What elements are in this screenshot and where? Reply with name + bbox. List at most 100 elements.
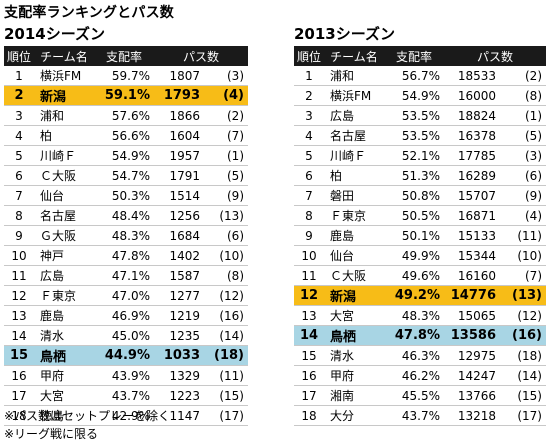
pass-rank-cell: (17) — [517, 408, 542, 423]
header-rank: 順位 — [294, 46, 324, 66]
pass-rank-cell: (8) — [227, 268, 244, 283]
rank-cell: 16 — [11, 368, 27, 383]
passes-cell: 18533 — [457, 68, 496, 83]
header-passes: パス数 — [444, 46, 546, 66]
possession-cell: 43.7% — [401, 408, 440, 423]
possession-cell: 53.5% — [401, 108, 440, 123]
footnotes: ※パス数はセットプレーを除く ※リーグ戦に限る — [4, 407, 170, 443]
table-row: 2 横浜FM 54.9% 16000 (8) — [294, 86, 546, 106]
rank-cell: 2 — [4, 85, 34, 106]
pass-rank-cell: (12) — [517, 308, 542, 323]
team-cell: 大分 — [330, 409, 355, 423]
passes-cell: 1147 — [169, 408, 200, 423]
table-section-2014: 2014シーズン 順位 チーム名 支配率 パス数 1 横浜FM 59.7% 1807 (… — [4, 24, 248, 426]
rank-cell: 4 — [305, 128, 313, 143]
table-row: 4 柏 56.6% 1604 (7) — [4, 126, 248, 146]
pass-rank-cell: (17) — [219, 408, 244, 423]
pass-rank-cell: (7) — [525, 268, 542, 283]
passes-cell: 13586 — [444, 325, 502, 346]
pass-rank-cell: (1) — [227, 148, 244, 163]
team-cell: Ｃ大阪 — [330, 269, 367, 283]
pass-rank-cell: (9) — [525, 188, 542, 203]
rank-cell: 9 — [305, 228, 313, 243]
table-row: 7 磐田 50.8% 15707 (9) — [294, 186, 546, 206]
possession-cell: 44.9% — [94, 345, 154, 366]
passes-cell: 1684 — [169, 228, 200, 243]
possession-cell: 48.4% — [111, 208, 150, 223]
passes-cell: 1277 — [169, 288, 200, 303]
rank-cell: 10 — [301, 248, 317, 263]
table-row: 9 鹿島 50.1% 15133 (11) — [294, 226, 546, 246]
table-row: 14 清水 45.0% 1235 (14) — [4, 326, 248, 346]
team-cell: 柏 — [40, 129, 53, 143]
rank-cell: 13 — [301, 308, 317, 323]
passes-cell: 1235 — [169, 328, 200, 343]
passes-cell: 18824 — [457, 108, 496, 123]
passes-cell: 16289 — [457, 168, 496, 183]
passes-cell: 17785 — [457, 148, 496, 163]
page-title: 支配率ランキングとパス数 — [4, 5, 174, 21]
possession-cell: 54.7% — [111, 168, 150, 183]
team-cell: 鳥栖 — [34, 345, 94, 366]
passes-cell: 1033 — [154, 345, 206, 366]
table-row: 6 柏 51.3% 16289 (6) — [294, 166, 546, 186]
possession-cell: 59.1% — [94, 85, 154, 106]
pass-rank-cell: (11) — [219, 368, 244, 383]
pass-rank-cell: (4) — [206, 85, 248, 106]
section-title: 2013シーズン — [294, 25, 395, 43]
possession-cell: 56.6% — [111, 128, 150, 143]
pass-rank-cell: (15) — [517, 388, 542, 403]
passes-cell: 14776 — [444, 285, 502, 306]
pass-rank-cell: (18) — [517, 348, 542, 363]
rank-cell: 15 — [4, 345, 34, 366]
possession-cell: 49.6% — [401, 268, 440, 283]
rank-cell: 8 — [15, 208, 23, 223]
pass-rank-cell: (9) — [227, 188, 244, 203]
pass-rank-cell: (11) — [517, 228, 542, 243]
possession-cell: 48.3% — [401, 308, 440, 323]
team-cell: Ｇ大阪 — [40, 229, 77, 243]
possession-cell: 46.2% — [401, 368, 440, 383]
pass-rank-cell: (15) — [219, 388, 244, 403]
passes-cell: 1329 — [169, 368, 200, 383]
possession-cell: 47.8% — [111, 248, 150, 263]
possession-cell: 57.6% — [111, 108, 150, 123]
pass-rank-cell: (13) — [502, 285, 546, 306]
footnote: ※パス数はセットプレーを除く — [4, 409, 171, 423]
possession-cell: 46.9% — [111, 308, 150, 323]
pass-rank-cell: (3) — [227, 68, 244, 83]
passes-cell: 15344 — [457, 248, 496, 263]
passes-cell: 16871 — [457, 208, 496, 223]
table-row: 11 広島 47.1% 1587 (8) — [4, 266, 248, 286]
possession-cell: 49.2% — [384, 285, 444, 306]
passes-cell: 1866 — [169, 108, 200, 123]
pass-rank-cell: (5) — [525, 128, 542, 143]
rank-cell: 1 — [305, 68, 313, 83]
team-cell: 徳島 — [40, 409, 65, 423]
possession-cell: 43.7% — [111, 388, 150, 403]
table-row: 7 仙台 50.3% 1514 (9) — [4, 186, 248, 206]
table-row: 16 甲府 46.2% 14247 (14) — [294, 366, 546, 386]
team-cell: 仙台 — [40, 189, 65, 203]
table-row: 14 鳥栖 47.8% 13586 (16) — [294, 325, 546, 346]
team-cell: 大宮 — [40, 389, 65, 403]
rank-cell: 6 — [15, 168, 23, 183]
pass-rank-cell: (7) — [227, 128, 244, 143]
table-row: 8 Ｆ東京 50.5% 16871 (4) — [294, 206, 546, 226]
possession-cell: 53.5% — [401, 128, 440, 143]
possession-cell: 42.9% — [111, 408, 150, 423]
header-rank: 順位 — [4, 46, 34, 66]
pass-rank-cell: (14) — [219, 328, 244, 343]
possession-cell: 50.1% — [401, 228, 440, 243]
rank-cell: 2 — [305, 88, 313, 103]
section-title: 2014シーズン — [4, 25, 105, 43]
possession-cell: 48.3% — [111, 228, 150, 243]
team-cell: 清水 — [330, 349, 355, 363]
rank-cell: 8 — [305, 208, 313, 223]
table-row: 9 Ｇ大阪 48.3% 1684 (6) — [4, 226, 248, 246]
team-cell: 名古屋 — [40, 209, 77, 223]
table-row: 11 Ｃ大阪 49.6% 16160 (7) — [294, 266, 546, 286]
team-cell: 新潟 — [34, 85, 94, 106]
table-row: 3 浦和 57.6% 1866 (2) — [4, 106, 248, 126]
rank-cell: 3 — [15, 108, 23, 123]
